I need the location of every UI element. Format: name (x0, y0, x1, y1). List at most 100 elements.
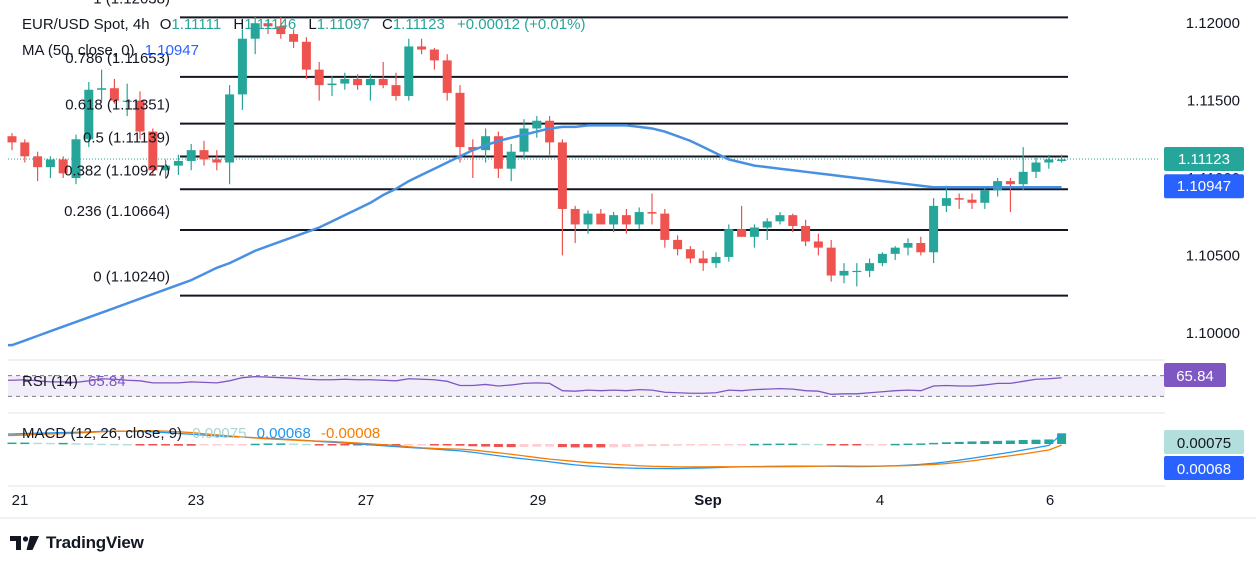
open-value: 1.11111 (171, 16, 221, 33)
candle-body (980, 190, 990, 203)
candle-body (967, 199, 977, 203)
macd-hist-bar (263, 443, 273, 445)
candle-body (570, 208, 580, 225)
macd-hist-tag (1164, 430, 1244, 454)
candle-body (199, 150, 209, 160)
macd-legend-label: MACD (12, 26, close, 9) (22, 425, 182, 442)
candle-body (852, 270, 862, 273)
macd-hist-bar (749, 443, 759, 446)
time-tick-label: Sep (694, 492, 722, 509)
rsi-band (8, 375, 1165, 397)
macd-hist-bar (621, 444, 631, 447)
fib-label: 0.5 (1.11139) (83, 129, 170, 146)
time-tick-label: 6 (1046, 492, 1054, 509)
macd-histogram (7, 433, 1067, 448)
macd-hist-bar (916, 443, 926, 445)
candle-body (276, 26, 286, 35)
macd-hist-bar (660, 444, 670, 446)
macd-hist-bar (442, 444, 452, 446)
candle-body (788, 215, 798, 226)
candle-body (481, 136, 491, 151)
brand-name: TradingView (46, 533, 144, 552)
macd-hist-bar (1057, 433, 1067, 444)
candle-body (173, 160, 183, 166)
macd-hist-bar (826, 444, 836, 446)
macd-hist-bar (852, 444, 862, 446)
macd-hist-bar (557, 444, 567, 448)
macd-hist-bar (737, 444, 747, 446)
macd-hist-bar (404, 444, 414, 446)
symbol-title-text: EUR/USD Spot, 4h (22, 16, 150, 33)
price-tick-label: 1.10500 (1186, 247, 1240, 264)
candle-body (647, 212, 657, 214)
fib-label: 0.618 (1.11351) (65, 97, 170, 114)
macd-hist-bar (135, 444, 145, 446)
candle-body (583, 213, 593, 225)
time-axis[interactable]: 21 23 27 29 Sep 4 6 (12, 492, 1055, 509)
candle-body (109, 88, 119, 101)
candle-body (7, 136, 17, 143)
macd-hist-bar (801, 443, 811, 446)
macd-hist-bar (237, 444, 247, 446)
candle-body (621, 215, 631, 225)
macd-hist-bar (865, 444, 875, 446)
candle-body (724, 229, 734, 257)
macd-hist-bar (391, 444, 401, 446)
macd-hist-bar (340, 444, 350, 446)
candle-body (685, 249, 695, 259)
rsi-legend-value: 65.84 (88, 373, 126, 390)
candle-body (71, 139, 81, 178)
macd-hist-bar (583, 444, 593, 448)
macd-tag (1164, 456, 1244, 480)
candle-body (941, 198, 951, 206)
macd-hist-bar (33, 442, 43, 445)
candle-body (1057, 159, 1067, 161)
price-pane[interactable]: 1 (1.12038) 0.786 (1.11653) 0.618 (1.11351… (7, 0, 1161, 347)
macd-hist-bar (954, 441, 964, 444)
candle-body (1018, 171, 1028, 185)
candle-body (122, 100, 132, 102)
macd-legend-histogram: 0.00075 (192, 425, 246, 442)
macd-hist-bar (711, 444, 721, 446)
macd-hist-bar (570, 444, 580, 448)
rsi-pane[interactable]: RSI (14) 65.84 65.84 (8, 359, 1226, 397)
macd-hist-bar (993, 440, 1003, 444)
macd-hist-bar (417, 444, 427, 446)
candle-body (378, 78, 388, 86)
macd-hist-bar (186, 444, 196, 446)
candle-body (186, 150, 196, 161)
candle-body (557, 142, 567, 209)
close-label: C (382, 16, 393, 33)
macd-hist-bar (301, 443, 311, 446)
macd-hist-bar (455, 444, 465, 446)
tradingview-brand[interactable]: TradingView (10, 533, 144, 553)
macd-hist-bar (775, 443, 785, 446)
macd-hist-bar (84, 443, 94, 445)
time-tick-label: 29 (530, 492, 547, 509)
macd-pane[interactable]: MACD (12, 26, close, 9) 0.00075 0.00068 … (7, 412, 1245, 480)
macd-hist-bar (673, 444, 683, 446)
candle-body (97, 88, 107, 90)
candle-body (237, 38, 247, 95)
time-tick-label: 27 (358, 492, 375, 509)
macd-legend: MACD (12, 26, close, 9) 0.00075 0.00068 … (22, 425, 380, 442)
macd-hist-bar (813, 443, 823, 446)
last-price-value: 1.11123 (1178, 151, 1230, 168)
candle-body (327, 83, 337, 86)
macd-hist-bar (545, 444, 555, 447)
macd-hist-bar (493, 444, 503, 447)
tradingview-logo-icon (10, 536, 39, 550)
rsi-legend-label: RSI (14) (22, 373, 78, 390)
macd-hist-bar (161, 444, 171, 446)
candle-body (442, 60, 452, 93)
candle-body (596, 213, 606, 225)
time-tick-label: 21 (12, 492, 29, 509)
macd-hist-bar (289, 443, 299, 446)
macd-hist-bar (1031, 439, 1041, 444)
macd-hist-bar (481, 444, 491, 447)
candle-body (916, 243, 926, 253)
candle-body (519, 128, 529, 152)
macd-hist-bar (429, 444, 439, 446)
rsi-value-tag (1164, 363, 1226, 387)
